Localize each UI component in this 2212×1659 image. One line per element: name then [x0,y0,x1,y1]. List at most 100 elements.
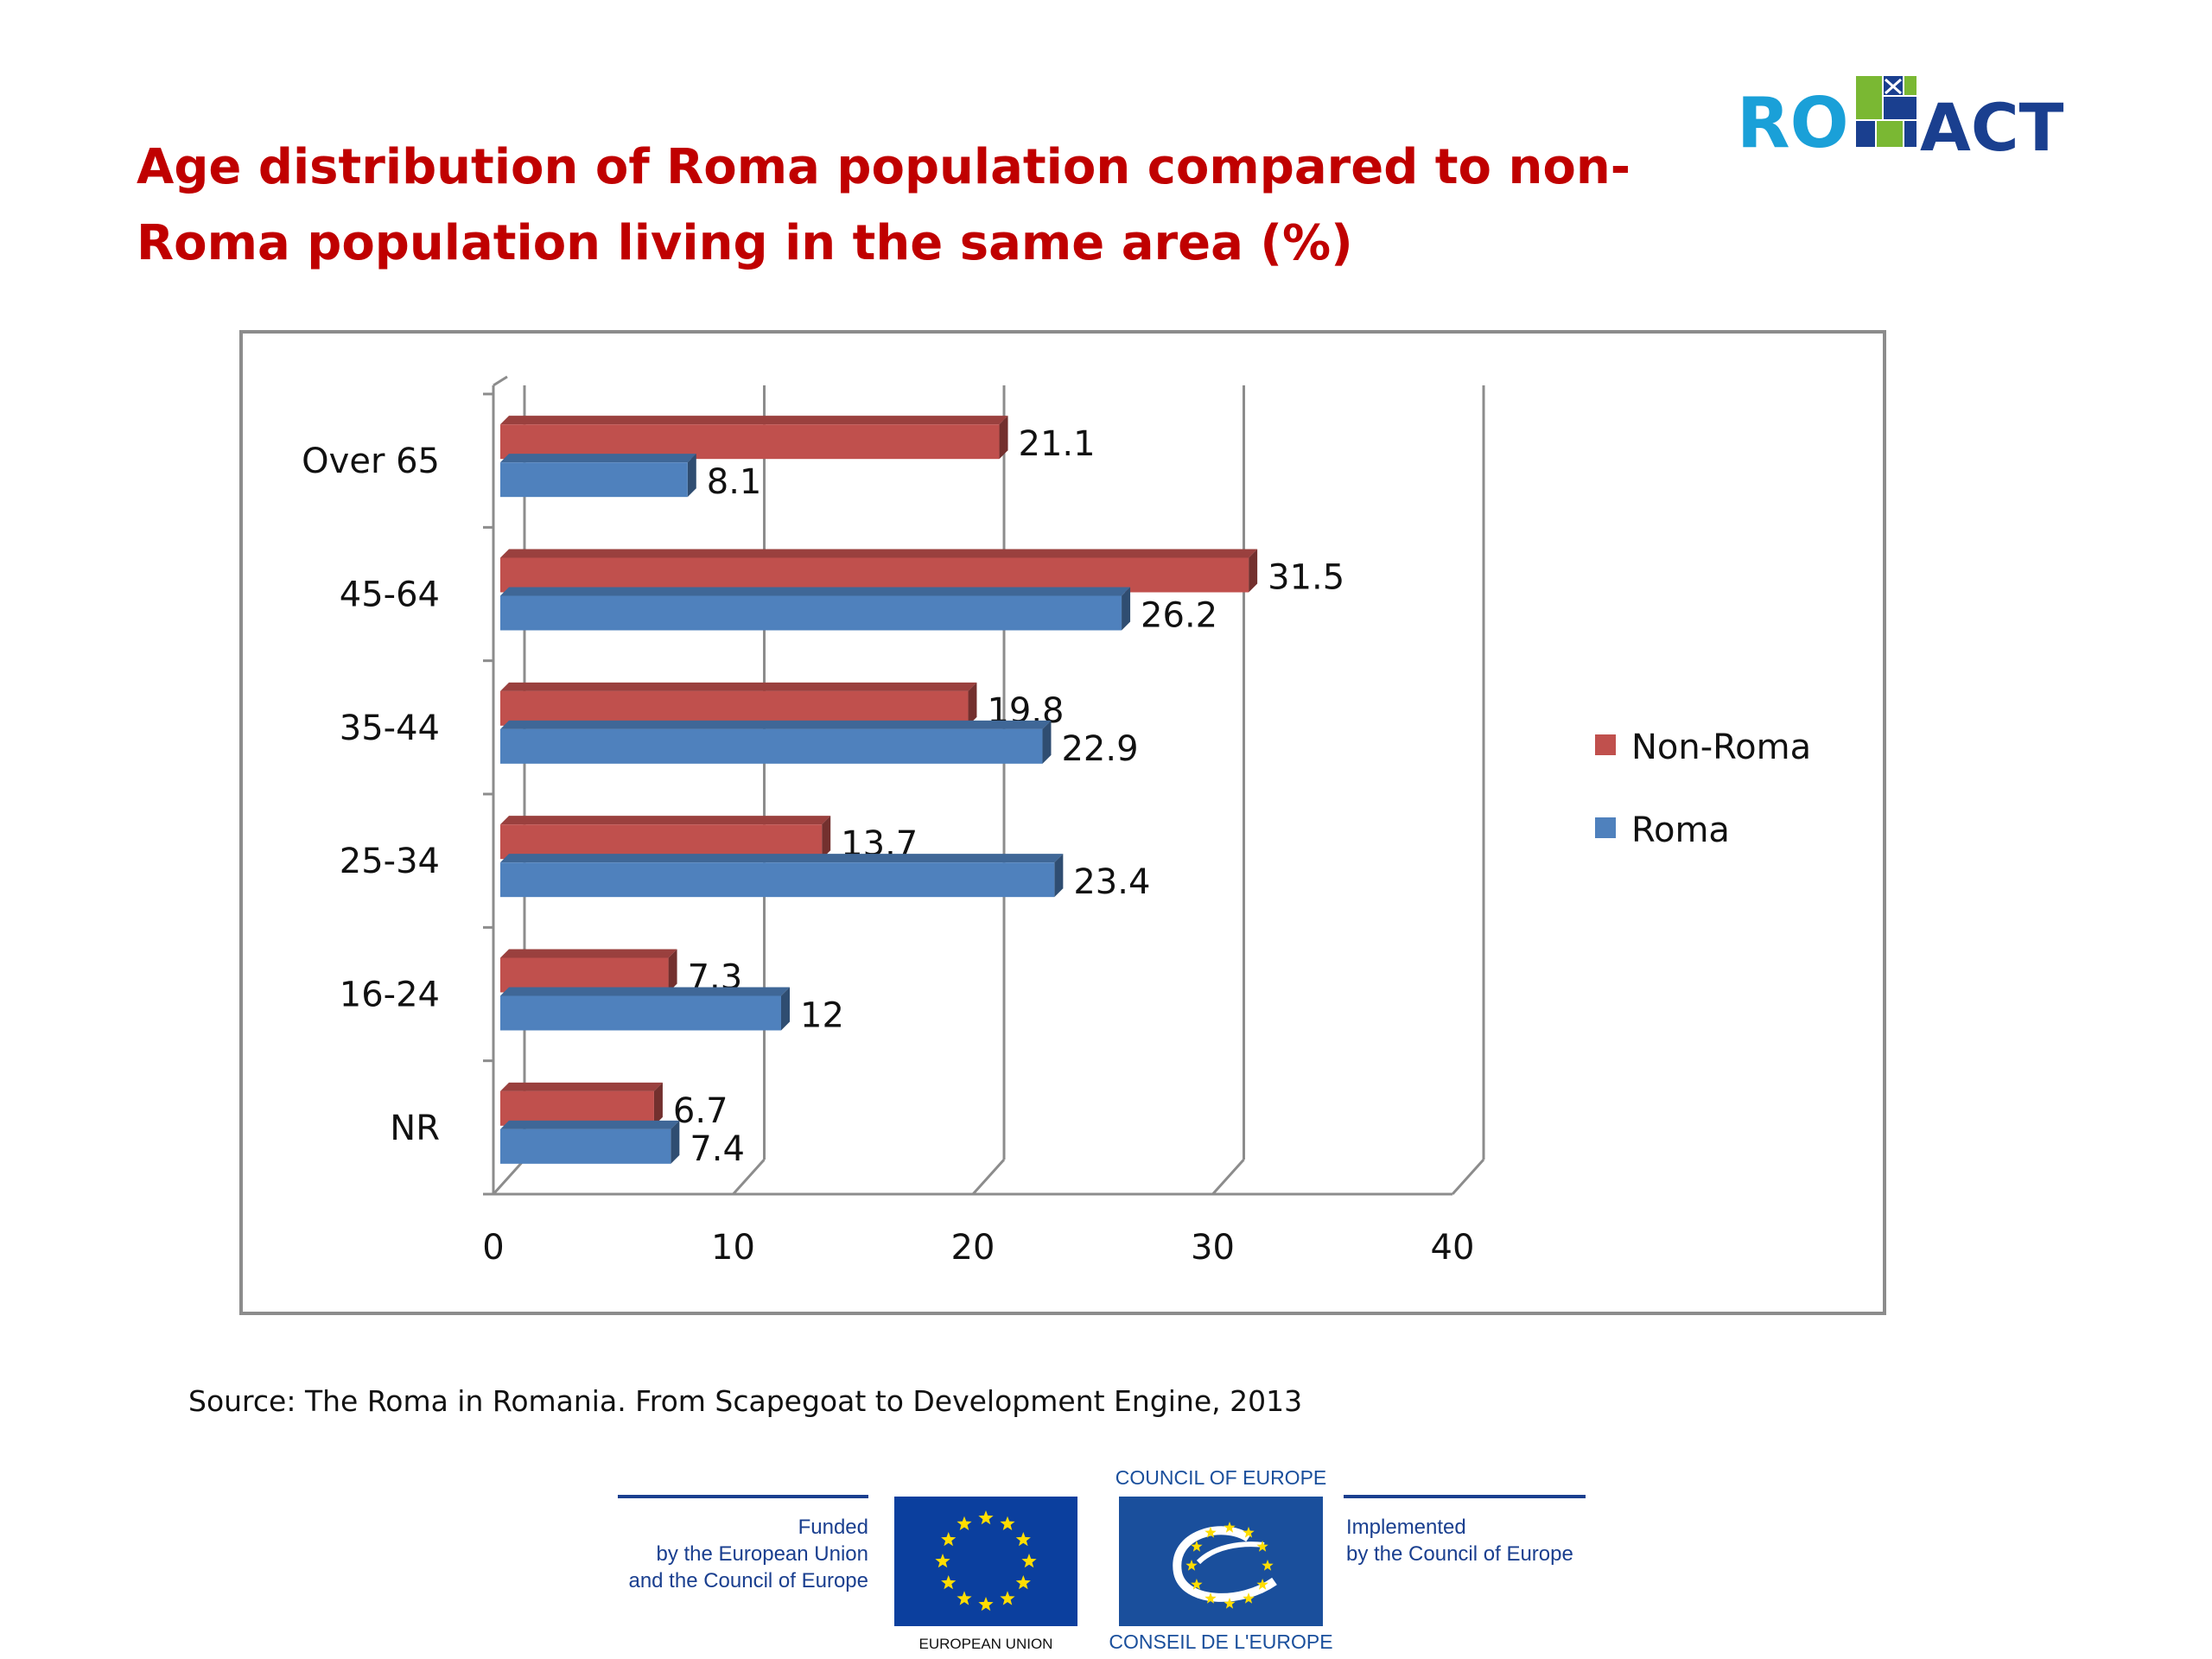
bar-top [500,587,1131,596]
bar-chart: 0 10 20 30 40 Over 65 21.1 8.1 45-64 31.5 26.2 35-4… [302,375,1811,1268]
coe-label-bottom: CONSEIL DE L'EUROPE [1109,1630,1332,1653]
star-icon [1224,1522,1236,1533]
floor-line [492,1158,526,1196]
star-icon [978,1597,994,1611]
funded-line-2: by the European Union [656,1542,868,1566]
bar-non-roma [500,957,669,993]
data-label: 23.4 [1073,862,1150,902]
bar-side [822,816,831,860]
bar-top [500,1120,680,1129]
bar-non-roma [500,824,823,860]
data-label: 12 [800,996,844,1036]
star-icon [1015,1575,1031,1590]
bar-roma [500,462,688,498]
bar-roma [500,728,1043,764]
category-label: 25-34 [340,842,440,881]
floor-line [971,1158,1006,1196]
star-icon [1205,1592,1217,1604]
bar-top [500,854,1064,863]
bar-roma [500,862,1055,898]
data-label: 6.7 [673,1091,728,1131]
bar-side [668,949,677,993]
star-icon [978,1510,994,1525]
star-icon [1205,1526,1217,1538]
coe-flag [1119,1497,1323,1626]
implemented-line-2: by the Council of Europe [1346,1542,1573,1566]
logo-ro-text: RO [1737,83,1849,163]
star-icon [957,1591,972,1605]
data-label: 31.5 [1268,558,1344,598]
star-icon [1185,1560,1198,1571]
bar-side [781,987,790,1031]
x-tick-label: 40 [1431,1228,1475,1268]
y-axis-top-edge [493,375,508,387]
category-label: 45-64 [340,575,440,615]
chart-frame: 0 10 20 30 40 Over 65 21.1 8.1 45-64 31.5 26.2 35-4… [239,330,1886,1315]
star-icon [1243,1592,1255,1604]
bar-side [1042,720,1052,764]
bar-side [1122,587,1131,631]
bar-top [500,720,1052,729]
bar-roma [500,595,1122,631]
bar-top [500,816,831,825]
legend-swatch [1595,817,1616,838]
bar-top [500,1082,663,1091]
bar-roma [500,1128,671,1164]
star-icon [957,1516,972,1530]
bar-side [999,416,1008,460]
bar-side [653,1082,663,1126]
eu-label: EUROPEAN UNION [919,1636,1053,1652]
bar-non-roma [500,557,1249,593]
star-icon [1191,1579,1203,1590]
star-icon [941,1532,957,1547]
category-label: 16-24 [340,976,440,1015]
x-tick-label: 30 [1191,1228,1235,1268]
x-tick-label: 20 [951,1228,995,1268]
legend-label: Non-Roma [1631,728,1811,767]
bar-top [500,549,1258,558]
data-label: 8.1 [707,462,762,502]
data-label: 21.1 [1019,424,1096,464]
data-label: 26.2 [1141,596,1217,636]
coe-label-top: COUNCIL OF EUROPE [1116,1466,1327,1489]
bar-non-roma [500,690,969,726]
bar-top [500,987,790,996]
eu-stars-icon [935,1510,1037,1611]
bar-top [500,949,677,958]
romact-logo: RO ACT [1737,76,2064,166]
star-icon [1262,1560,1274,1571]
bar-side [671,1120,680,1164]
star-icon [935,1554,950,1568]
star-icon [1191,1541,1203,1552]
star-icon [1256,1579,1268,1590]
funding-footer: Funded by the European Union and the Cou… [618,1466,1586,1653]
floor-line [732,1158,766,1196]
star-icon [1243,1526,1255,1538]
bar-top [500,454,696,463]
data-label: 7.4 [690,1129,745,1169]
bar-side [687,454,696,498]
star-icon [1000,1591,1015,1605]
bar-side [968,682,977,726]
coe-emblem-icon [1173,1522,1277,1609]
x-tick-label: 10 [711,1228,755,1268]
star-icon [1000,1516,1015,1530]
funded-line-1: Funded [798,1516,868,1539]
legend-swatch [1595,734,1616,755]
page-title: Age distribution of Roma population comp… [137,139,1630,271]
star-icon [941,1575,957,1590]
bar-non-roma [500,424,1000,460]
bar-side [1054,854,1064,898]
star-icon [1015,1532,1031,1547]
data-label: 22.9 [1061,729,1138,769]
logo-act-text: ACT [1920,89,2064,166]
bar-top [500,682,977,691]
logo-mosaic [1856,76,1916,147]
legend-label: Roma [1631,810,1730,850]
category-label: Over 65 [302,442,440,481]
floor-line [1211,1158,1245,1196]
bar-non-roma [500,1090,654,1126]
bar-roma [500,995,781,1031]
bar-side [1249,549,1258,593]
category-label: NR [390,1109,440,1148]
